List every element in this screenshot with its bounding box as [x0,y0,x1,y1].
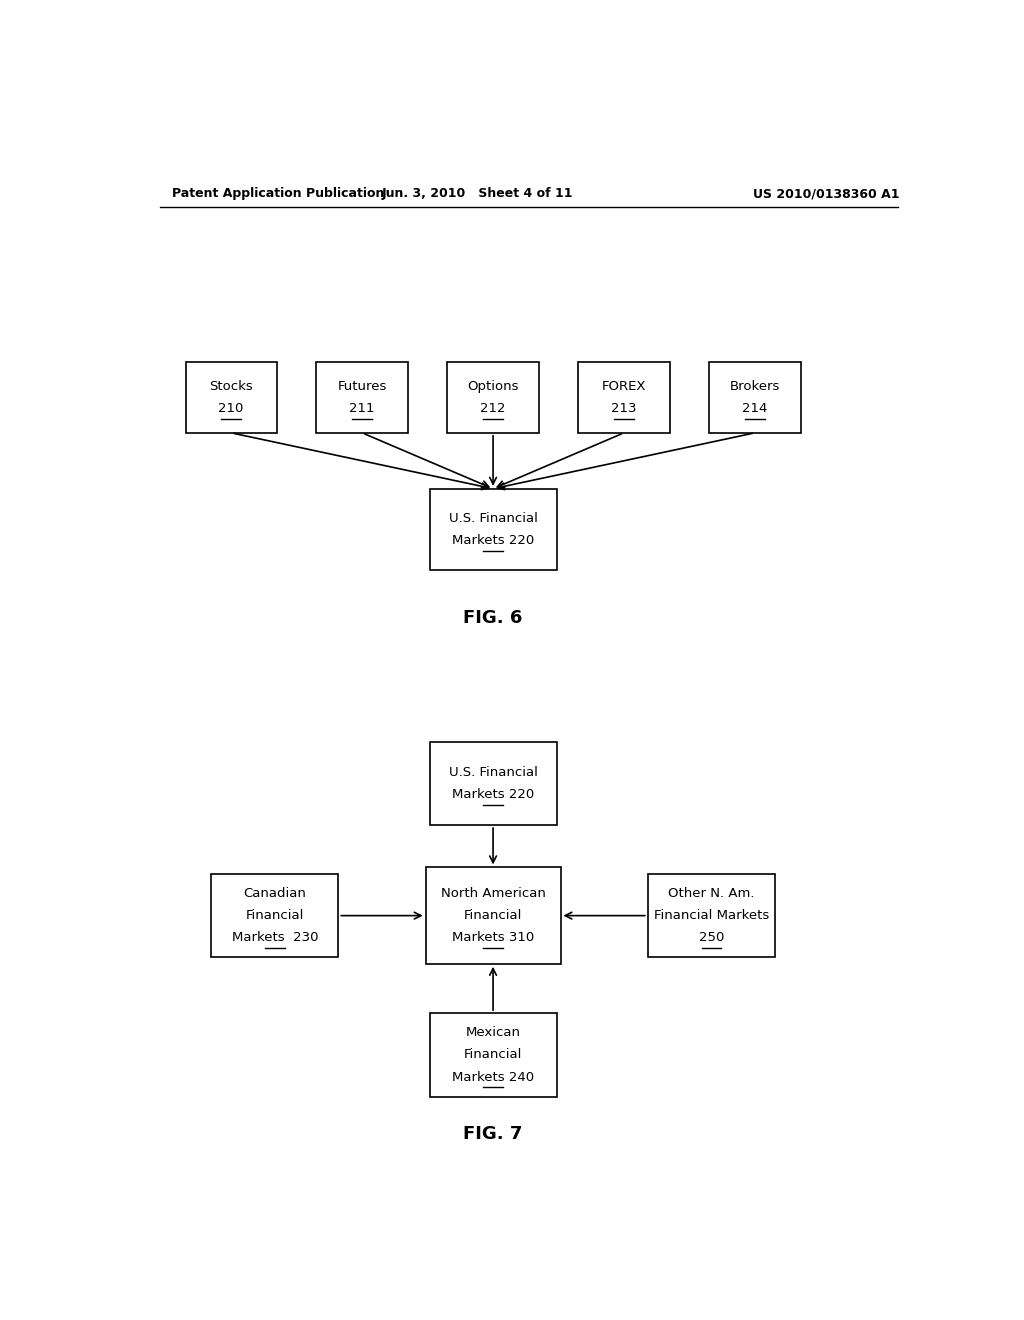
Text: Options: Options [467,380,519,392]
Text: Mexican: Mexican [466,1026,520,1039]
Text: Canadian: Canadian [244,887,306,900]
Text: Financial: Financial [464,1048,522,1061]
Text: Markets  230: Markets 230 [231,932,318,945]
FancyBboxPatch shape [426,867,560,964]
FancyBboxPatch shape [211,874,338,957]
Text: 210: 210 [218,401,244,414]
FancyBboxPatch shape [648,874,775,957]
FancyBboxPatch shape [430,1014,557,1097]
FancyBboxPatch shape [710,362,801,433]
FancyBboxPatch shape [316,362,408,433]
FancyBboxPatch shape [430,488,557,570]
Text: Markets 220: Markets 220 [452,788,535,801]
FancyBboxPatch shape [447,362,539,433]
Text: Financial Markets: Financial Markets [653,909,769,923]
Text: FOREX: FOREX [602,380,646,392]
Text: Stocks: Stocks [209,380,253,392]
Text: Patent Application Publication: Patent Application Publication [172,187,384,201]
Text: US 2010/0138360 A1: US 2010/0138360 A1 [753,187,900,201]
Text: Markets 310: Markets 310 [452,932,535,945]
FancyBboxPatch shape [579,362,670,433]
Text: Jun. 3, 2010   Sheet 4 of 11: Jun. 3, 2010 Sheet 4 of 11 [381,187,573,201]
Text: FIG. 6: FIG. 6 [464,609,522,627]
FancyBboxPatch shape [185,362,276,433]
Text: Markets 220: Markets 220 [452,535,535,546]
FancyBboxPatch shape [430,742,557,825]
Text: Financial: Financial [246,909,304,923]
Text: Futures: Futures [338,380,387,392]
Text: Other N. Am.: Other N. Am. [668,887,755,900]
Text: 250: 250 [698,932,724,945]
Text: 213: 213 [611,401,637,414]
Text: U.S. Financial: U.S. Financial [449,512,538,525]
Text: U.S. Financial: U.S. Financial [449,766,538,779]
Text: North American: North American [440,887,546,900]
Text: FIG. 7: FIG. 7 [464,1125,522,1143]
Text: 211: 211 [349,401,375,414]
Text: Markets 240: Markets 240 [452,1071,535,1084]
Text: 214: 214 [742,401,768,414]
Text: 212: 212 [480,401,506,414]
Text: Brokers: Brokers [730,380,780,392]
Text: Financial: Financial [464,909,522,923]
